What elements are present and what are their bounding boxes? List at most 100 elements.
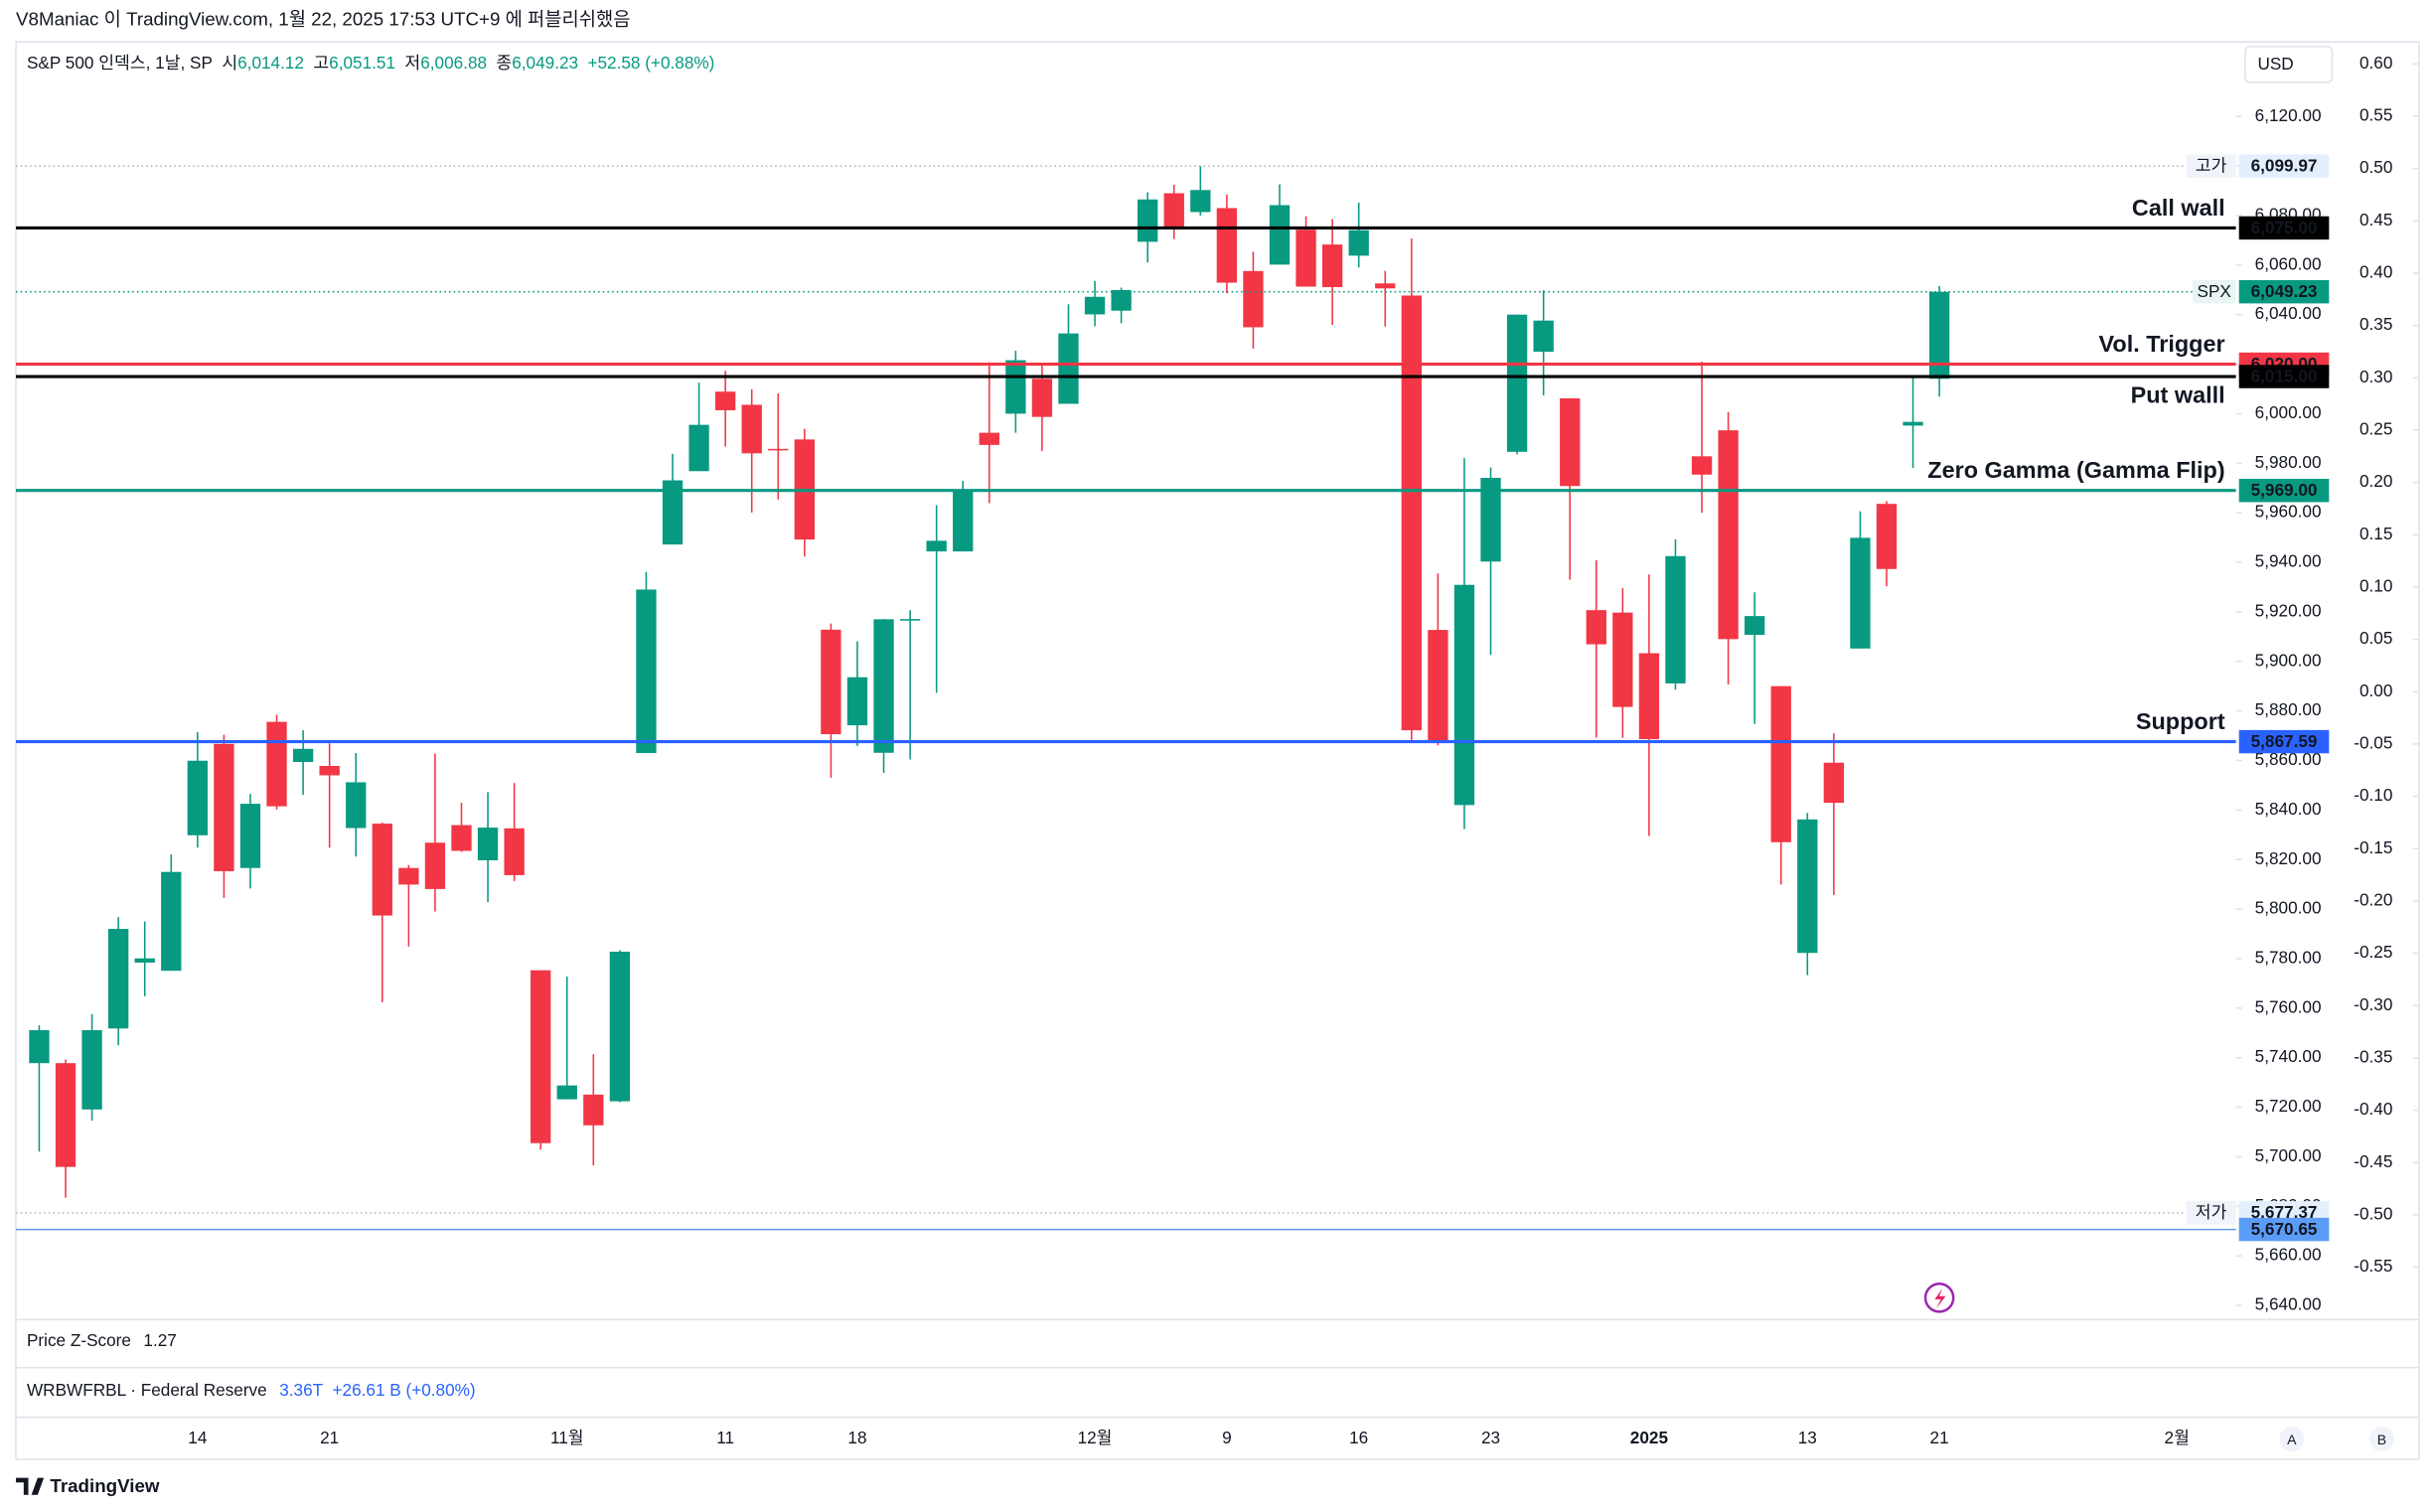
marker-name-box <box>2186 1201 2236 1225</box>
indicator-value: 3.36T <box>279 1380 323 1400</box>
candle-body <box>636 589 657 754</box>
candle-body <box>1665 555 1686 683</box>
level-value-box <box>2238 479 2330 503</box>
candle-body <box>1031 378 1053 417</box>
level-value: 5,670.65 <box>2251 1219 2318 1239</box>
candle-body <box>979 432 999 445</box>
level-value-box <box>2238 1217 2330 1242</box>
y2-tick-label: 0.10 <box>2359 575 2392 595</box>
candle-body <box>292 748 314 762</box>
y2-tick-label: 0.20 <box>2359 471 2392 491</box>
candle-body <box>1269 205 1291 265</box>
y-tick-label: 5,860.00 <box>2255 749 2322 769</box>
level-value-box <box>2238 365 2330 388</box>
y-tick-label: 6,040.00 <box>2255 303 2322 323</box>
x-tick-label: 9 <box>1222 1428 1232 1447</box>
levels: 고가 6,099.97 저가 5,677.37 SPX 6,049.23 Call wall… <box>16 154 2330 1242</box>
candle-body <box>1453 584 1475 806</box>
y2-tick-label: -0.40 <box>2354 1099 2392 1119</box>
candle-body <box>1428 630 1448 743</box>
scale-button[interactable] <box>2279 1427 2305 1452</box>
candle-body <box>662 480 684 545</box>
scale-button-label[interactable]: A <box>2287 1432 2297 1447</box>
candle-body <box>477 828 499 860</box>
y2-tick-label: 0.45 <box>2359 210 2392 229</box>
candle-body <box>1770 685 1791 842</box>
candle-body <box>688 424 709 472</box>
x-tick-label: 23 <box>1481 1428 1500 1447</box>
candle-body <box>424 842 446 889</box>
legend: S&P 500 인덱스, 1날, SP 시6,014.12 고6,051.51 저6,… <box>27 53 714 73</box>
y2-tick-label: 0.40 <box>2359 261 2392 281</box>
marker-name: 고가 <box>2196 155 2227 175</box>
level-name: Support <box>2136 708 2225 734</box>
currency-label[interactable]: USD <box>2257 54 2293 74</box>
y2-tick-label: -0.20 <box>2354 889 2392 909</box>
candle-body <box>1480 478 1501 562</box>
alert-ring[interactable] <box>1923 1283 1955 1313</box>
candle-body <box>1902 421 1923 426</box>
field-name: 시 <box>222 53 237 73</box>
x-tick-label: 21 <box>1930 1428 1949 1447</box>
scale-button-label[interactable]: B <box>2377 1432 2386 1447</box>
y2-tick-label: 0.00 <box>2359 680 2392 700</box>
y-tick-label: 5,920.00 <box>2255 600 2322 620</box>
scale-button[interactable] <box>2368 1427 2394 1452</box>
x-tick-label: 2025 <box>1630 1428 1669 1447</box>
candle-body <box>609 951 631 1102</box>
candle-body <box>372 824 392 916</box>
candle-body <box>1216 208 1238 283</box>
candle-body <box>1375 283 1396 289</box>
change: +52.58 (+0.88%) <box>587 53 714 73</box>
candle-body <box>108 929 129 1029</box>
level-value-box <box>2238 729 2330 754</box>
y-tick-label: 5,660.00 <box>2255 1245 2322 1265</box>
candle-body <box>1718 430 1739 640</box>
candle-body <box>1243 270 1264 328</box>
field-value: 6,051.51 <box>329 53 395 73</box>
last-price-value: 6,049.23 <box>2251 281 2318 301</box>
currency-button[interactable] <box>2244 46 2334 83</box>
logo-mark <box>16 1477 45 1495</box>
candle-body <box>1321 244 1343 288</box>
candle-body <box>583 1094 604 1126</box>
candle-body <box>214 743 234 871</box>
indicator-name: Price Z-Score <box>27 1330 131 1350</box>
alert-icon[interactable] <box>1923 1283 1955 1313</box>
y-tick-label: 5,960.00 <box>2255 502 2322 522</box>
y-tick-label: 5,740.00 <box>2255 1046 2322 1066</box>
candle-body <box>1560 397 1581 487</box>
candle-body <box>346 782 367 829</box>
field-name: 저 <box>404 53 420 73</box>
y-tick-label: 6,000.00 <box>2255 402 2322 422</box>
alert-bolt[interactable] <box>1934 1287 1946 1309</box>
y-tick-label: 6,060.00 <box>2255 253 2322 273</box>
candle-body <box>1533 320 1554 353</box>
candle-body <box>134 958 155 963</box>
candle-body <box>821 629 841 735</box>
y-tick-label: 5,820.00 <box>2255 848 2322 868</box>
candle-body <box>1691 456 1713 475</box>
level-name: Call wall <box>2132 195 2225 221</box>
candle-body <box>899 619 921 621</box>
candle-body <box>1295 229 1316 287</box>
candle-body <box>1111 290 1132 311</box>
marker-name: 저가 <box>2196 1202 2227 1222</box>
y2-tick-label: -0.55 <box>2354 1256 2392 1276</box>
publish-header: V8Maniac 이 TradingView.com, 1월 22, 2025 … <box>16 8 631 29</box>
candle-body <box>29 1030 50 1064</box>
candle-body <box>531 970 551 1143</box>
level-value-box <box>2238 216 2330 240</box>
candle-body <box>187 760 209 835</box>
level-name: Put walll <box>2131 382 2225 408</box>
x-tick-label: 11 <box>716 1428 734 1447</box>
candle-body <box>1348 229 1369 256</box>
x-tick-label: 11월 <box>550 1428 584 1447</box>
y2-tick-label: 0.25 <box>2359 418 2392 438</box>
y2-tick-label: 0.30 <box>2359 367 2392 386</box>
candle-body <box>81 1030 102 1110</box>
candle-body <box>768 448 789 451</box>
y2-tick-label: -0.15 <box>2354 837 2392 857</box>
y-tick-label: 5,760.00 <box>2255 996 2322 1016</box>
